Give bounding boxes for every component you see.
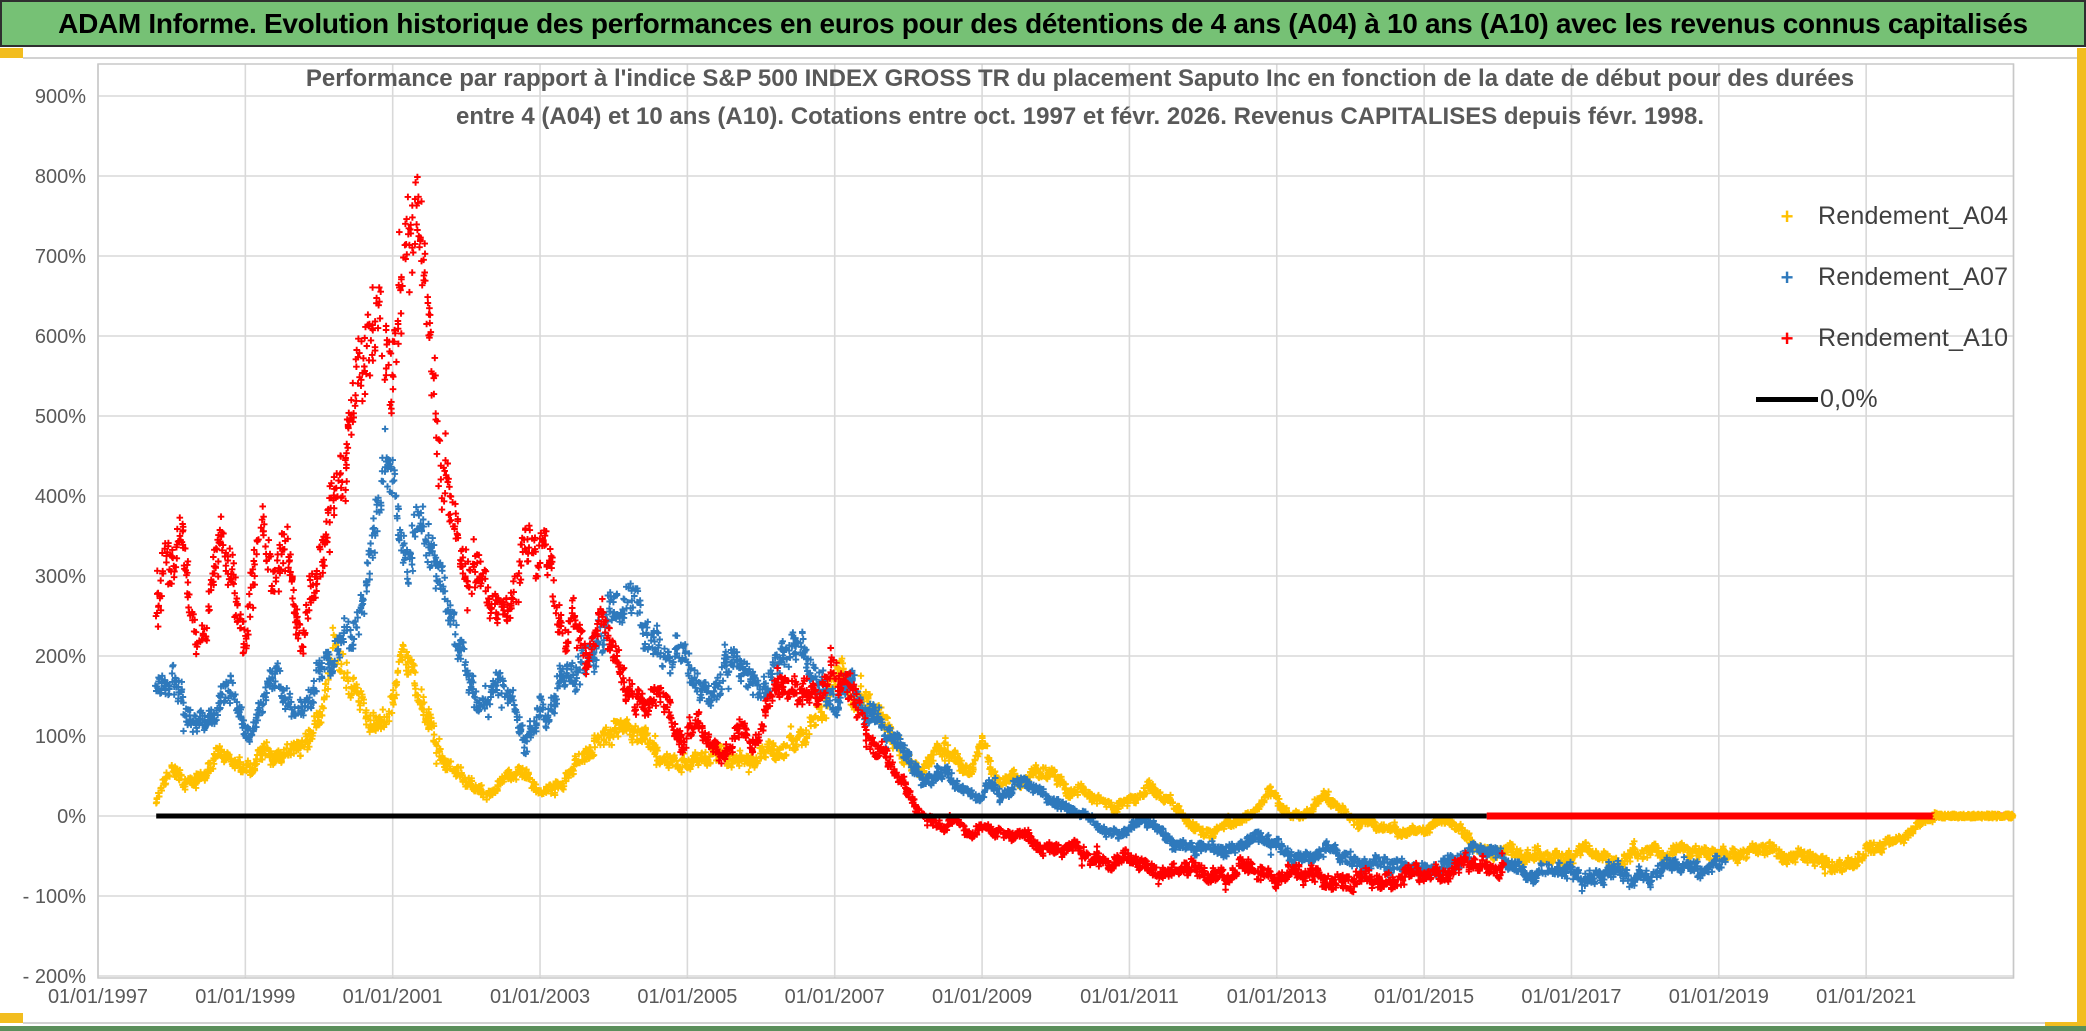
legend-item-rendement-a04: + Rendement_A04 [1756, 186, 2056, 247]
x-axis-label: 01/01/2001 [343, 986, 443, 1008]
x-axis-label: 01/01/2013 [1227, 986, 1327, 1008]
chart-subtitle-line2: entre 4 (A04) et 10 ans (A10). Cotations… [455, 103, 1705, 130]
y-axis-label: 500% [35, 406, 86, 428]
legend-label: Rendement_A10 [1818, 324, 2009, 352]
sheet-border-top [23, 57, 2077, 59]
y-axis-label: 700% [35, 246, 86, 268]
chart-subtitle-line1: Performance par rapport à l'indice S&P 5… [305, 65, 1855, 92]
y-axis-label: 600% [35, 326, 86, 348]
title-banner: ADAM Informe. Evolution historique des p… [0, 0, 2086, 47]
y-axis-label: 100% [35, 726, 86, 748]
plus-marker-icon: + [1780, 203, 1794, 229]
plus-marker-icon: + [1780, 264, 1794, 290]
yellow-cell-accent-right [2077, 48, 2086, 1023]
sheet-border-bottom [23, 1022, 2045, 1024]
legend-label: Rendement_A04 [1818, 202, 2009, 230]
x-axis-label: 01/01/1997 [48, 986, 148, 1008]
yellow-cell-accent-top-left [0, 48, 23, 58]
x-axis-label: 01/01/2021 [1816, 986, 1916, 1008]
y-axis-label: - 200% [23, 966, 87, 988]
series-rendement_a04 [152, 624, 1940, 877]
x-axis-label: 01/01/2009 [932, 986, 1032, 1008]
y-axis-label: - 100% [23, 886, 87, 908]
y-axis-label: 200% [35, 646, 86, 668]
x-axis-label: 01/01/2003 [490, 986, 590, 1008]
x-axis-label: 01/01/1999 [195, 986, 295, 1008]
zero-line-sample-icon [1756, 397, 1818, 402]
legend-item-zero-line: 0,0% [1756, 369, 2056, 430]
plus-marker-icon: + [1780, 325, 1794, 351]
x-axis-label: 01/01/2007 [785, 986, 885, 1008]
legend-item-rendement-a10: + Rendement_A10 [1756, 308, 2056, 369]
plot-border [97, 63, 2015, 979]
chart-legend: + Rendement_A04 + Rendement_A07 + Rendem… [1756, 186, 2056, 430]
a04-zero-extension [1932, 810, 2017, 822]
x-axis-label: 01/01/2005 [637, 986, 737, 1008]
series-rendement_a07 [152, 425, 1729, 895]
y-axis-label: 800% [35, 166, 86, 188]
green-bottom-strip [0, 1026, 2086, 1031]
x-axis-label: 01/01/2019 [1669, 986, 1769, 1008]
page-title: ADAM Informe. Evolution historique des p… [58, 7, 2028, 39]
x-axis-label: 01/01/2017 [1521, 986, 1621, 1008]
x-axis-label: 01/01/2015 [1374, 986, 1474, 1008]
legend-label: Rendement_A07 [1818, 263, 2009, 291]
y-axis-label: 300% [35, 566, 86, 588]
y-axis-label: 400% [35, 486, 86, 508]
series-rendement_a10 [152, 173, 1507, 896]
x-axis-label: 01/01/2011 [1080, 986, 1179, 1008]
y-axis-label: 900% [35, 86, 86, 108]
legend-item-rendement-a07: + Rendement_A07 [1756, 247, 2056, 308]
y-axis-label: 0% [57, 806, 86, 828]
chart-subtitle: Performance par rapport à l'indice S&P 5… [260, 60, 1900, 136]
yellow-cell-accent-bottom-left [0, 1013, 23, 1023]
legend-label: 0,0% [1820, 385, 1878, 413]
